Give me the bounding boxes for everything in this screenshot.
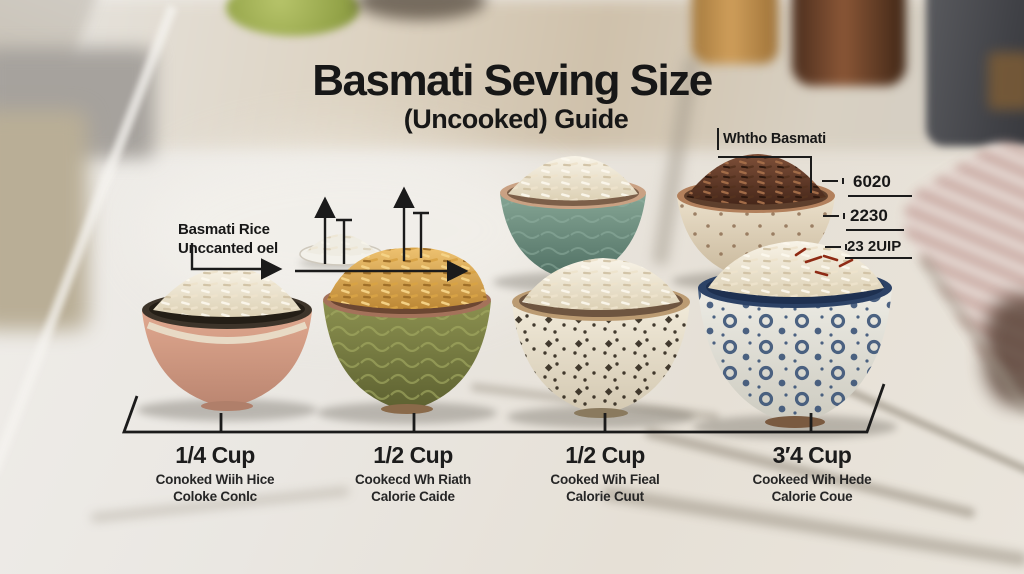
rice-texture: [153, 267, 301, 317]
pepper-mill-dark: [792, 0, 906, 86]
serving-detail-line1: Cooked Wih Fieal: [550, 472, 660, 487]
serving-label-1: 1/4 Cup Conoked Wiih Hice Coloke Conlc: [115, 442, 315, 505]
uncooked-rice-label-line2: Unccanted oel: [178, 240, 278, 257]
serving-detail-line2: Coloke Conlc: [173, 488, 257, 504]
serving-axis-bracket: [122, 383, 886, 434]
annotation-lines: [122, 128, 912, 434]
saffron-threads: [794, 247, 854, 277]
measure-value-1: 6020: [853, 172, 891, 191]
measure-value-3: 23 2UIP: [847, 238, 902, 255]
serving-label-3: 1/2 Cup Cooked Wih Fieal Calorie Cuut: [505, 442, 705, 505]
measure-dash-2: [823, 213, 845, 219]
bowl-foot: [765, 416, 825, 428]
cabinet-door: [0, 110, 88, 330]
serving-detail-line1: Cookeed Wih Hede: [752, 472, 872, 487]
uncooked-bracket-arrow: [190, 243, 283, 280]
serving-detail-line1: Cookecd Wh Riath: [354, 472, 472, 487]
tbar-1: [336, 218, 352, 264]
measure-dash-3: [825, 244, 847, 250]
bowl-foot: [201, 401, 253, 411]
serving-amount: 1/4 Cup: [175, 442, 255, 468]
serving-axis-ticks: [219, 413, 813, 432]
bowl-body-pattern: [698, 289, 892, 425]
serving-label-4: 3′4 Cup Cookeed Wih Hede Calorie Coue: [712, 442, 912, 505]
serving-detail: Cookeed Wih Hede Calorie Coue: [712, 472, 912, 505]
tbar-2: [413, 211, 429, 258]
flour-texture: [306, 234, 376, 256]
bowl-body-pattern: [323, 301, 491, 411]
rice-texture: [508, 156, 638, 201]
measure-value-2: 2230: [850, 206, 888, 225]
serving-amount: 1/2 Cup: [565, 442, 645, 468]
top-label-bracket: [717, 128, 812, 193]
serving-detail-line2: Calorie Cuut: [566, 488, 644, 504]
serving-detail-line2: Calorie Caide: [371, 488, 455, 504]
uncooked-rice-label-line1: Basmati Rice: [178, 221, 270, 238]
rice-texture: [686, 154, 826, 205]
measure-dash-1: [822, 178, 844, 184]
page-title: Basmati Seving Size: [312, 56, 713, 105]
black-white-bowl-white-basmati: [507, 258, 695, 428]
serving-detail: Cooked Wih Fieal Calorie Cuut: [505, 472, 705, 505]
blue-bowl-saffron-basmati: [693, 241, 897, 439]
bowl-cream-band: [146, 321, 308, 344]
pepper-mill-light: [692, 0, 778, 64]
rice-texture: [708, 241, 884, 297]
serving-amount: 1/2 Cup: [373, 442, 453, 468]
serving-amount: 3′4 Cup: [772, 442, 852, 468]
serving-detail: Cookecd Wh Riath Calorie Caide: [313, 472, 513, 505]
serving-label-2: 1/2 Cup Cookecd Wh Riath Calorie Caide: [313, 442, 513, 505]
bowl-foot: [381, 404, 433, 414]
background-dish: [356, 0, 486, 20]
uncooked-rice-label: Basmati Rice Unccanted oel: [178, 220, 278, 258]
rice-texture: [522, 258, 680, 310]
serving-detail-line2: Calorie Coue: [771, 488, 853, 504]
olive-bowl-golden-basmati: [317, 247, 497, 424]
brown-basmati-label: Whtho Basmati: [723, 131, 826, 147]
page-subtitle: (Uncooked) Guide: [403, 104, 629, 134]
bowl-body-pattern: [512, 303, 690, 415]
serving-detail: Conoked Wiih Hice Coloke Conlc: [115, 472, 315, 505]
serving-detail-line1: Conoked Wiih Hice: [155, 472, 275, 487]
bowl-foot: [574, 408, 628, 418]
pink-bowl-white-basmati: [137, 267, 317, 421]
appliance-label: [988, 52, 1024, 110]
